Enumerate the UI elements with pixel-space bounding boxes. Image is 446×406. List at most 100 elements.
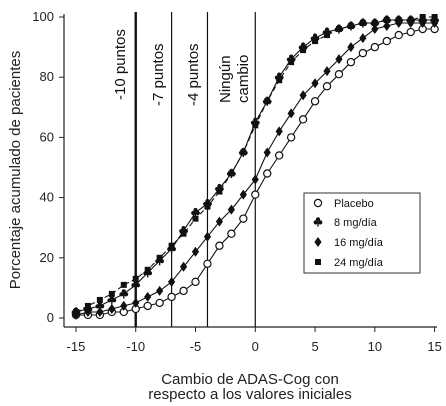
data-point-series-1	[191, 207, 200, 218]
y-tick-label: 100	[32, 9, 54, 24]
data-point-series-0	[346, 57, 356, 67]
data-point-series-3	[168, 242, 175, 249]
data-point-series-3	[407, 17, 414, 24]
data-point-series-3	[72, 308, 79, 315]
y-tick-label: 40	[40, 190, 54, 205]
legend-label-8mg: 8 mg/día	[334, 217, 378, 229]
data-point-series-0	[155, 298, 164, 308]
data-point-series-2	[144, 291, 152, 302]
data-point-series-3	[252, 122, 259, 129]
x-axis-ticks: -15 -10 -5 0 5 10 15	[67, 327, 442, 354]
data-point-series-2	[96, 306, 104, 317]
data-point-series-0	[215, 241, 224, 250]
data-point-series-3	[288, 59, 295, 66]
annotation-minus7: -7 puntos	[150, 43, 167, 106]
data-point-series-0	[239, 214, 248, 223]
data-point-series-2	[179, 261, 188, 272]
legend-marker-2	[314, 237, 322, 247]
x-tick-label: 10	[368, 339, 382, 354]
data-point-series-0	[334, 69, 344, 79]
data-point-series-3	[96, 296, 103, 303]
data-point-series-3	[216, 188, 223, 195]
x-tick-label: 5	[311, 339, 318, 354]
data-point-series-3	[240, 149, 247, 156]
data-point-series-1	[119, 289, 129, 299]
y-tick-label: 0	[47, 310, 54, 325]
series-markers	[71, 14, 440, 320]
data-point-series-2	[239, 189, 247, 200]
data-point-series-3	[300, 47, 307, 54]
legend-box	[303, 192, 421, 274]
data-point-series-2	[431, 18, 439, 29]
data-point-series-3	[120, 281, 127, 288]
data-point-series-0	[143, 301, 152, 311]
data-point-series-2	[299, 90, 307, 101]
data-point-series-2	[323, 66, 331, 77]
x-tick-label: -10	[126, 339, 145, 354]
annotation-no-change-line2: cambio	[235, 55, 252, 103]
data-point-series-2	[132, 297, 140, 308]
data-point-series-3	[371, 20, 378, 27]
data-point-series-3	[419, 14, 426, 21]
annotation-minus4: -4 puntos	[185, 43, 202, 106]
data-point-series-2	[156, 285, 164, 296]
data-point-series-2	[215, 216, 224, 227]
y-tick-label: 80	[40, 69, 54, 84]
data-point-series-3	[132, 275, 139, 282]
data-point-series-2	[227, 204, 235, 215]
data-point-series-3	[347, 23, 354, 30]
x-tick-label: -15	[67, 339, 86, 354]
data-point-series-2	[371, 24, 379, 35]
data-point-series-0	[358, 48, 368, 58]
data-point-series-2	[275, 126, 283, 137]
data-point-series-3	[204, 203, 211, 210]
y-tick-label: 20	[40, 250, 54, 265]
data-point-series-3	[359, 20, 366, 27]
data-point-series-0	[179, 286, 188, 296]
data-point-series-0	[203, 259, 212, 268]
data-point-series-0	[227, 229, 236, 238]
data-point-series-2	[419, 18, 427, 29]
data-point-series-0	[394, 30, 403, 40]
data-point-series-3	[264, 98, 271, 105]
data-point-series-0	[251, 190, 260, 199]
data-point-series-2	[383, 21, 391, 32]
annotation-minus10: -10 puntos	[112, 29, 129, 100]
data-point-series-0	[370, 42, 380, 52]
data-point-series-0	[191, 277, 200, 287]
data-point-series-0	[167, 292, 176, 302]
data-point-series-3	[180, 230, 187, 237]
data-point-series-3	[228, 170, 235, 177]
legend-marker-3	[315, 259, 321, 265]
data-point-series-0	[322, 82, 332, 91]
data-point-series-3	[383, 17, 390, 24]
data-point-series-2	[263, 147, 271, 158]
data-point-series-2	[359, 33, 367, 44]
y-axis-ticks: 0 20 40 60 80 100	[32, 9, 64, 325]
x-axis-title-line1: Cambio de ADAS-Cog con	[161, 371, 339, 388]
data-point-series-0	[286, 133, 296, 142]
data-point-series-3	[144, 266, 151, 273]
legend-marker-0	[313, 198, 323, 208]
legend: Placebo 8 mg/día 16 mg/día 24 mg/día	[303, 192, 421, 274]
data-point-series-0	[298, 115, 308, 124]
data-point-series-3	[324, 32, 331, 39]
data-point-series-2	[311, 78, 319, 89]
data-point-series-3	[335, 26, 342, 33]
x-tick-label: 15	[427, 339, 441, 354]
annotation-no-change-line1: Ningún	[217, 55, 234, 103]
y-tick-label: 60	[40, 129, 54, 144]
data-point-series-0	[406, 27, 415, 37]
data-point-series-3	[431, 14, 438, 21]
data-point-series-2	[84, 306, 92, 317]
data-point-series-2	[347, 42, 355, 53]
data-point-series-3	[108, 290, 115, 297]
data-point-series-0	[382, 36, 391, 46]
data-point-series-2	[120, 300, 128, 311]
data-point-series-1	[107, 295, 117, 305]
x-tick-label: 0	[252, 339, 259, 354]
reference-lines	[134, 12, 256, 327]
x-tick-label: -5	[190, 339, 202, 354]
y-axis-title: Porcentaje acumulado de pacientes	[7, 51, 24, 290]
